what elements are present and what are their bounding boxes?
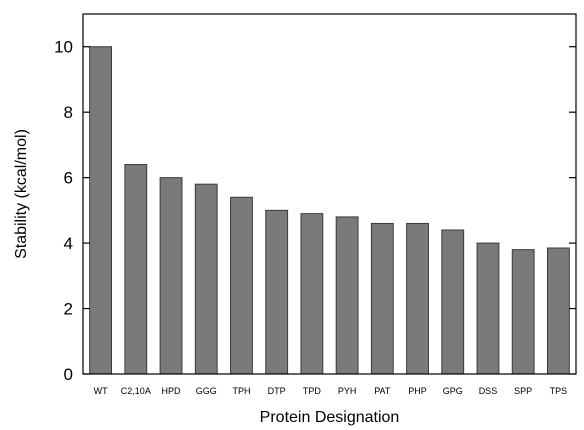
y-tick-label: 10 (54, 38, 73, 57)
y-axis: 0 2 4 6 8 10 (54, 38, 576, 384)
bar-ggg (194, 183, 218, 375)
x-tick-label: PHP (408, 386, 427, 396)
x-tick-label: PYH (338, 386, 357, 396)
x-axis-label: Protein Designation (260, 409, 400, 426)
bar-c2-10a (124, 164, 148, 375)
bar-gpg (441, 229, 465, 375)
bar-tph (230, 196, 253, 375)
x-tick-label: TPD (303, 386, 322, 396)
y-tick-label: 0 (64, 365, 73, 384)
x-tick-label: GGG (196, 386, 217, 396)
x-tick-label: GPG (443, 386, 463, 396)
y-tick-label: 2 (64, 300, 73, 319)
x-tick-label: HPD (162, 386, 182, 396)
bar-dss (476, 242, 500, 375)
x-tick-label: TPS (550, 386, 568, 396)
y-tick-label: 6 (64, 169, 73, 188)
bars-group (89, 46, 570, 375)
x-tick-label: TPH (232, 386, 250, 396)
x-tick-label: WT (94, 386, 108, 396)
plot-frame (82, 13, 577, 375)
bar-wt (89, 46, 113, 375)
y-tick-label: 8 (64, 103, 73, 122)
bar-hpd (159, 177, 183, 375)
x-tick-label: SPP (514, 386, 532, 396)
y-tick-label: 4 (64, 234, 73, 253)
x-tick-label: DTP (268, 386, 286, 396)
x-tick-label: C2,10A (121, 386, 151, 396)
bar-dtp (265, 209, 289, 375)
x-axis: WT C2,10A HPD GGG TPH DTP TPD PYH PAT PHP GPG DSS SP… (94, 386, 568, 396)
bar-tpd (300, 213, 324, 375)
bar-spp (511, 249, 535, 375)
bar-tps (546, 247, 570, 375)
x-tick-label: DSS (479, 386, 498, 396)
y-axis-label: Stability (kcal/mol) (13, 129, 30, 259)
bar-pat (370, 222, 394, 375)
bar-pyh (335, 216, 359, 375)
x-tick-label: PAT (374, 386, 391, 396)
bar-php (406, 222, 429, 375)
